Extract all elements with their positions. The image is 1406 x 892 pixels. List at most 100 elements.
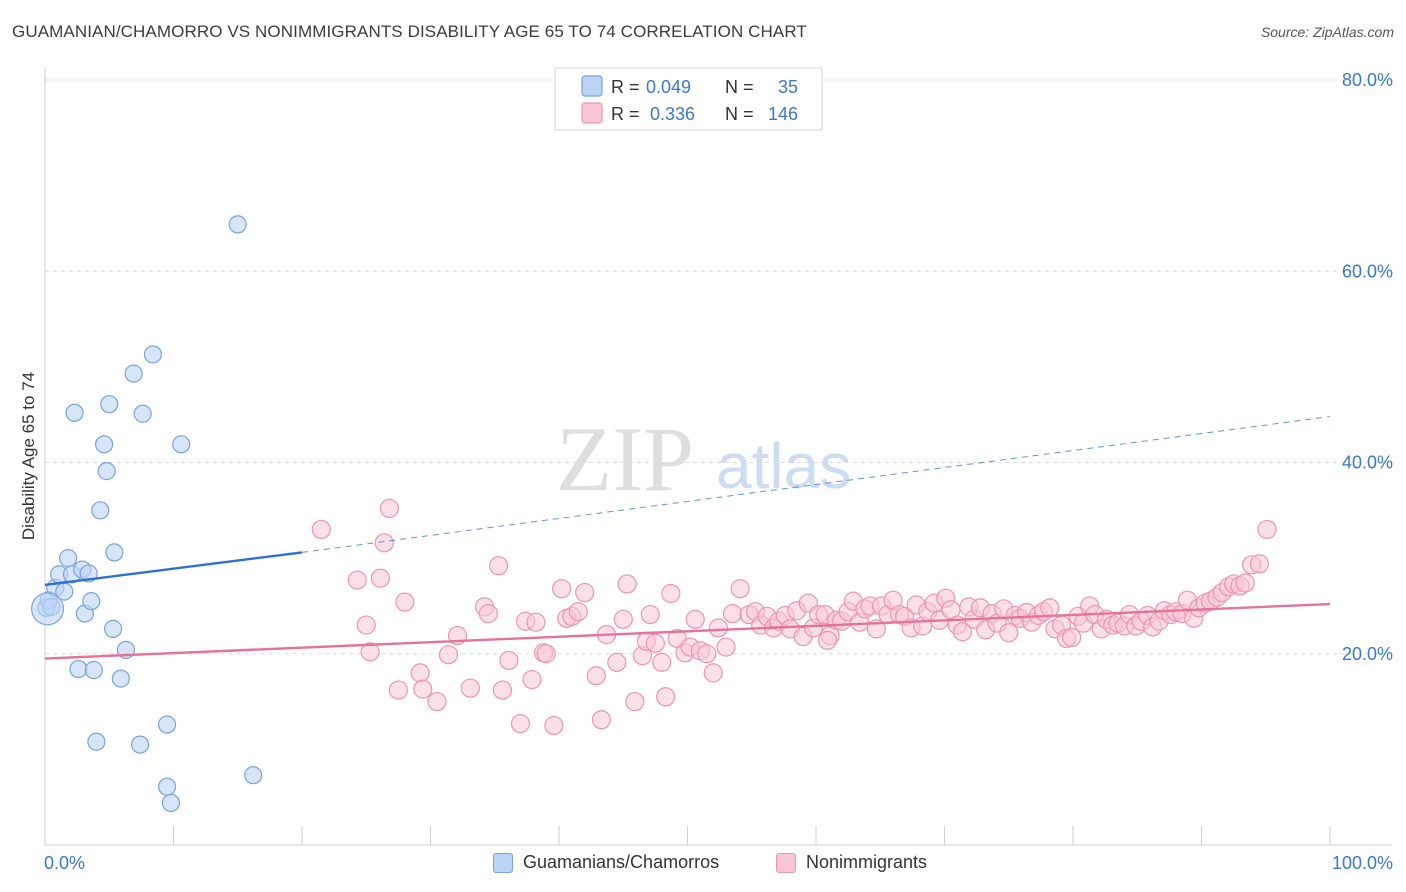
data-point-nonimmigrants — [952, 622, 973, 642]
data-point-nonimmigrants — [510, 713, 531, 734]
data-point-nonimmigrants — [1249, 554, 1269, 574]
data-point-nonimmigrants — [526, 612, 546, 632]
legend-bottom: Guamanians/Chamorros Nonimmigrants — [0, 852, 1406, 878]
data-point-guamanians — [157, 715, 177, 734]
watermark: ZIP atlas — [556, 408, 851, 510]
data-point-nonimmigrants — [1062, 627, 1082, 648]
data-point-nonimmigrants — [586, 666, 606, 686]
data-point-guamanians — [59, 549, 78, 568]
data-point-nonimmigrants — [1235, 573, 1255, 593]
legend-label-nonimmigrants: Nonimmigrants — [806, 852, 928, 872]
legend-n-value-2: 146 — [768, 104, 798, 124]
data-point-guamanians — [130, 735, 150, 754]
data-point-nonimmigrants — [388, 680, 408, 700]
data-point-nonimmigrants — [999, 623, 1019, 643]
source-credit: Source: ZipAtlas.com — [1260, 24, 1394, 40]
guamanians-points — [30, 215, 263, 813]
data-point-nonimmigrants — [410, 663, 430, 683]
chart-title: GUAMANIAN/CHAMORRO VS NONIMMIGRANTS DISA… — [12, 22, 807, 41]
trend-line-guamanians-extended — [301, 416, 1331, 553]
data-point-nonimmigrants — [360, 642, 380, 662]
data-point-nonimmigrants — [716, 637, 736, 657]
data-point-guamanians — [105, 543, 124, 562]
data-point-nonimmigrants — [379, 498, 399, 518]
data-point-guamanians — [69, 659, 88, 679]
data-point-nonimmigrants — [607, 652, 627, 672]
data-point-guamanians — [91, 501, 110, 520]
y-tick-label: 40.0% — [1342, 453, 1393, 473]
data-point-nonimmigrants — [395, 592, 415, 612]
data-point-guamanians — [133, 404, 152, 423]
data-point-nonimmigrants — [730, 579, 750, 599]
axes — [44, 68, 1392, 846]
data-point-nonimmigrants — [617, 574, 637, 594]
legend-item-nonimmigrants: Nonimmigrants — [776, 852, 927, 873]
data-point-nonimmigrants — [536, 644, 556, 664]
legend-swatch-blue — [493, 852, 513, 873]
x-tick-label: 0.0% — [44, 853, 85, 873]
trend-line-nonimmigrants — [44, 602, 1331, 660]
legend-r-value-2: 0.336 — [650, 104, 695, 124]
data-point-nonimmigrants — [697, 644, 717, 664]
data-point-guamanians — [82, 592, 101, 611]
data-point-nonimmigrants — [708, 618, 728, 638]
data-point-nonimmigrants — [722, 603, 743, 624]
x-tick-label: 100.0% — [1332, 853, 1393, 873]
data-point-guamanians — [172, 435, 191, 454]
legend-n-label-1: N = — [725, 77, 754, 97]
data-point-nonimmigrants — [685, 609, 705, 629]
legend-swatch-pink — [776, 852, 796, 873]
data-point-nonimmigrants — [347, 570, 367, 590]
data-point-guamanians — [65, 403, 84, 422]
data-point-nonimmigrants — [625, 691, 645, 712]
data-point-nonimmigrants — [311, 519, 331, 540]
data-point-nonimmigrants — [356, 615, 376, 635]
data-point-nonimmigrants — [522, 669, 542, 690]
data-point-nonimmigrants — [370, 568, 390, 588]
y-axis-label: Disability Age 65 to 74 — [19, 372, 38, 540]
data-point-nonimmigrants — [1257, 519, 1277, 540]
data-point-nonimmigrants — [613, 609, 633, 629]
data-point-nonimmigrants — [817, 630, 838, 650]
data-point-guamanians — [244, 766, 263, 785]
data-point-nonimmigrants — [575, 582, 595, 603]
y-tick-label: 60.0% — [1342, 261, 1393, 281]
data-point-nonimmigrants — [374, 533, 394, 553]
legend-top-swatch-blue — [581, 75, 603, 97]
trend-lines — [44, 416, 1331, 660]
data-point-nonimmigrants — [591, 710, 612, 730]
data-point-guamanians — [30, 592, 65, 626]
legend-r-value-1: 0.049 — [646, 77, 691, 97]
data-point-nonimmigrants — [656, 687, 676, 707]
legend-n-value-1: 35 — [778, 77, 798, 97]
data-point-guamanians — [143, 345, 163, 364]
data-point-guamanians — [84, 660, 103, 680]
data-point-nonimmigrants — [427, 691, 447, 712]
legend-top: R = 0.049 N = 35 R = 0.336 N = 146 — [554, 67, 823, 131]
legend-label-guamanians: Guamanians/Chamorros — [523, 852, 720, 872]
data-point-guamanians — [87, 732, 106, 751]
data-point-nonimmigrants — [703, 663, 723, 683]
data-point-guamanians — [124, 364, 143, 383]
data-point-nonimmigrants — [413, 679, 433, 699]
data-point-nonimmigrants — [460, 678, 480, 698]
data-point-guamanians — [228, 215, 247, 234]
y-tick-label: 80.0% — [1342, 70, 1393, 90]
data-point-guamanians — [104, 619, 123, 638]
nonimmigrants-points — [311, 498, 1277, 736]
watermark-zip: ZIP — [556, 408, 694, 510]
data-point-nonimmigrants — [652, 652, 672, 672]
data-point-nonimmigrants — [568, 602, 588, 622]
legend-r-label-2: R = — [611, 104, 640, 124]
grid-lines — [45, 79, 1392, 655]
tick-labels: 20.0% 40.0% 60.0% 80.0% 0.0% 100.0% — [44, 70, 1393, 873]
data-point-guamanians — [161, 793, 181, 813]
data-point-guamanians — [95, 435, 114, 454]
data-point-nonimmigrants — [1040, 598, 1060, 618]
data-point-nonimmigrants — [489, 556, 509, 576]
data-point-nonimmigrants — [661, 583, 681, 604]
data-point-nonimmigrants — [645, 633, 665, 653]
legend-top-swatch-pink — [581, 102, 603, 124]
legend-item-guamanians: Guamanians/Chamorros — [493, 852, 719, 873]
data-point-nonimmigrants — [640, 604, 660, 625]
